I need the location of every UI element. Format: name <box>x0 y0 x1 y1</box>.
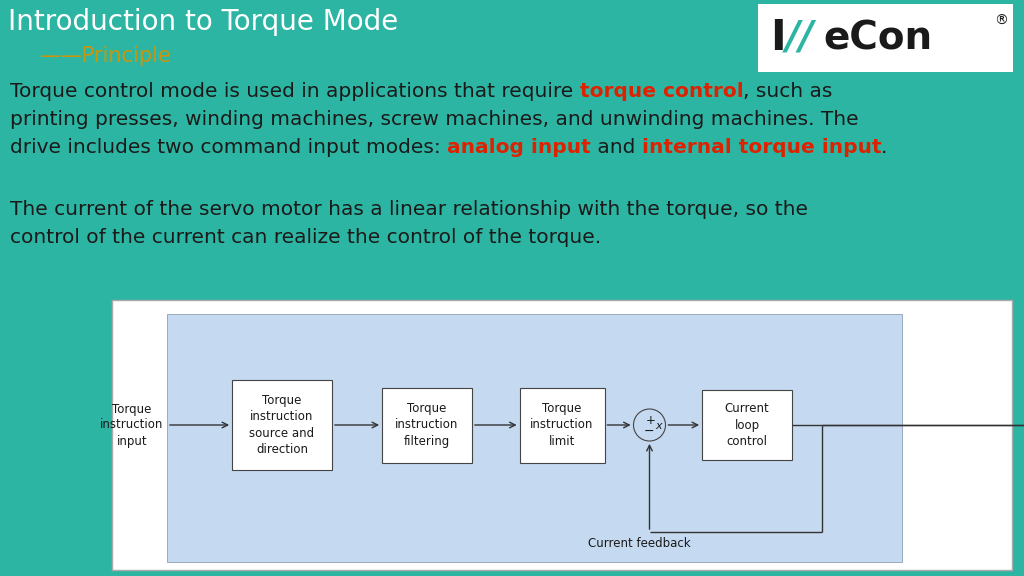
Text: Torque
instruction
input: Torque instruction input <box>100 403 164 448</box>
FancyBboxPatch shape <box>167 314 902 562</box>
Text: I: I <box>770 17 785 59</box>
Text: ——Principle: ——Principle <box>40 46 171 66</box>
Text: Torque
instruction
source and
direction: Torque instruction source and direction <box>250 394 314 456</box>
Text: internal torque input: internal torque input <box>642 138 882 157</box>
Text: Torque
instruction
limit: Torque instruction limit <box>530 402 594 448</box>
Text: −: − <box>643 425 653 438</box>
Text: x: x <box>655 421 662 431</box>
Text: Current feedback: Current feedback <box>588 537 691 550</box>
FancyBboxPatch shape <box>519 388 604 463</box>
FancyBboxPatch shape <box>702 390 792 460</box>
Text: Torque control mode is used in applications that require: Torque control mode is used in applicati… <box>10 82 580 101</box>
Text: //: // <box>786 18 814 56</box>
Text: , such as: , such as <box>743 82 833 101</box>
Text: control of the current can realize the control of the torque.: control of the current can realize the c… <box>10 228 601 247</box>
Text: ®: ® <box>994 14 1008 28</box>
Text: .: . <box>882 138 888 157</box>
FancyBboxPatch shape <box>382 388 472 463</box>
Text: +: + <box>645 415 655 427</box>
Text: The current of the servo motor has a linear relationship with the torque, so the: The current of the servo motor has a lin… <box>10 200 808 219</box>
Text: printing presses, winding machines, screw machines, and unwinding machines. The: printing presses, winding machines, scre… <box>10 110 859 129</box>
FancyBboxPatch shape <box>758 4 1013 72</box>
Text: torque control: torque control <box>580 82 743 101</box>
FancyBboxPatch shape <box>232 380 332 470</box>
Text: and: and <box>591 138 642 157</box>
Text: eCon: eCon <box>823 19 932 57</box>
FancyBboxPatch shape <box>112 300 1012 570</box>
Text: Introduction to Torque Mode: Introduction to Torque Mode <box>8 8 398 36</box>
Text: Torque
instruction
filtering: Torque instruction filtering <box>395 402 459 448</box>
Text: analog input: analog input <box>447 138 591 157</box>
Text: Current
loop
control: Current loop control <box>725 402 769 448</box>
Text: drive includes two command input modes:: drive includes two command input modes: <box>10 138 447 157</box>
Circle shape <box>634 409 666 441</box>
